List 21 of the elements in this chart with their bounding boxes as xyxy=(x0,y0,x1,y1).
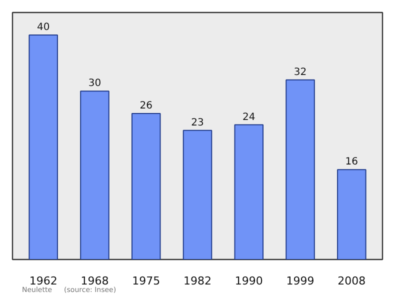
bar xyxy=(182,130,212,260)
x-tick-label: 1968 xyxy=(80,274,109,288)
data-label: 32 xyxy=(294,66,307,78)
data-label: 24 xyxy=(242,112,256,123)
x-tick-label: 1962 xyxy=(29,274,58,288)
bar xyxy=(286,79,315,260)
data-label: 30 xyxy=(88,78,102,90)
bar xyxy=(337,169,366,260)
bar xyxy=(234,124,264,260)
x-tick-label: 1999 xyxy=(286,274,314,288)
bar xyxy=(28,34,58,260)
x-tick-label: 1975 xyxy=(132,274,160,288)
bar xyxy=(80,90,110,260)
x-tick-label: 2008 xyxy=(338,274,366,288)
data-label: 16 xyxy=(345,156,358,168)
data-label: 23 xyxy=(191,117,204,128)
data-label: 26 xyxy=(140,100,152,112)
data-label: 40 xyxy=(36,22,50,33)
bar xyxy=(131,113,161,260)
x-tick-label: 1990 xyxy=(234,274,263,288)
x-tick-label: 1982 xyxy=(184,274,212,288)
